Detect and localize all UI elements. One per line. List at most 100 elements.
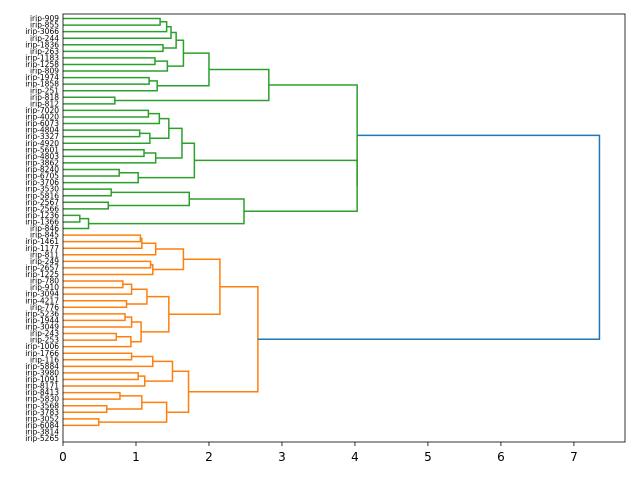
dendrogram-link xyxy=(63,80,158,92)
dendrogram-link xyxy=(168,258,221,315)
leaf-label: irip-1177 xyxy=(25,244,59,253)
dendrogram-link xyxy=(63,25,172,39)
leaf-label: irip-811 xyxy=(30,250,59,259)
leaf-label: irip-2567 xyxy=(25,198,59,207)
links-layer xyxy=(63,17,601,427)
leaf-label: irip-3066 xyxy=(25,27,59,36)
dendrogram-link xyxy=(63,352,133,361)
leaf-label: irip-909 xyxy=(30,14,59,23)
dendrogram-link xyxy=(63,372,139,381)
leaf-label: irip-3327 xyxy=(25,132,59,141)
x-tick-label: 7 xyxy=(570,450,578,464)
leaf-label: irip-1366 xyxy=(25,218,59,227)
x-tick-label: 6 xyxy=(497,450,505,464)
dendrogram-link xyxy=(106,395,143,410)
dendrogram-link xyxy=(63,21,168,33)
leaf-label: irip-3706 xyxy=(25,178,59,187)
axes-frame xyxy=(62,13,626,443)
leaf-label: irip-3049 xyxy=(25,323,59,332)
leaf-label: irip-2566 xyxy=(25,204,59,213)
dendrogram-link xyxy=(63,112,161,125)
x-tick-label: 4 xyxy=(351,450,359,464)
leaf-label: irip-1183 xyxy=(25,53,59,62)
leaf-label: irip-8171 xyxy=(25,382,59,391)
leaf-label: irip-3862 xyxy=(25,158,59,167)
leaf-label: irip-5884 xyxy=(25,362,59,371)
dendrogram-link xyxy=(63,96,116,105)
dendrogram-link xyxy=(63,404,108,413)
dendrogram-link xyxy=(268,84,358,186)
leaf-label: irip-3568 xyxy=(25,401,59,410)
dendrogram-link xyxy=(114,68,270,102)
dendrogram-link xyxy=(63,260,152,269)
dendrogram-link xyxy=(63,234,142,243)
leaf-label: irip-845 xyxy=(30,231,59,240)
leaf-label: irip-1461 xyxy=(25,237,59,246)
dendrogram-link xyxy=(63,313,126,322)
leaf-label: irip-7020 xyxy=(25,106,59,115)
dendrogram-link xyxy=(63,44,164,53)
leaf-label: irip-3052 xyxy=(25,414,59,423)
leaf-label: irip-4920 xyxy=(25,139,59,148)
leaf-label: irip-818 xyxy=(30,93,59,102)
leaf-label: irip-1766 xyxy=(25,349,59,358)
leaf-label: irip-4804 xyxy=(25,126,59,135)
dendrogram-link xyxy=(63,168,120,177)
dendrogram-link xyxy=(63,332,118,341)
leaf-label: irip-8240 xyxy=(25,165,59,174)
dendrogram-link xyxy=(162,31,177,49)
dendrogram-link xyxy=(63,57,156,66)
leaf-label: irip-5830 xyxy=(25,395,59,404)
dendrogram-link xyxy=(63,355,154,368)
axes-layer xyxy=(62,13,626,443)
dendrogram-link xyxy=(194,159,358,213)
leaf-label: irip-855 xyxy=(30,21,59,30)
dendrogram-link xyxy=(63,171,139,184)
dendrogram-link xyxy=(149,117,170,140)
dendrogram-link xyxy=(98,401,168,423)
dendrogram-link xyxy=(63,152,157,164)
leaf-label: irip-1974 xyxy=(25,73,59,82)
dendrogram-link xyxy=(144,360,174,382)
leaf-label: irip-776 xyxy=(30,303,59,312)
dendrogram-link xyxy=(63,336,132,348)
dendrogram-link xyxy=(63,217,90,230)
dendrogram-link xyxy=(63,283,133,295)
leaf-label: irip-4020 xyxy=(25,113,59,122)
x-tick-label: 3 xyxy=(278,450,286,464)
dendrogram-link xyxy=(63,132,151,144)
leaf-label: irip-1006 xyxy=(25,342,59,351)
leaf-label: irip-5601 xyxy=(25,145,59,154)
leaf-label: irip-1858 xyxy=(25,80,59,89)
dendrogram-link xyxy=(126,288,148,305)
leaf-label: irip-253 xyxy=(30,336,59,345)
leaf-label: irip-263 xyxy=(30,47,59,56)
leaf-label: irip-4217 xyxy=(25,296,59,305)
leaf-label: irip-116 xyxy=(30,355,59,364)
x-tick-label: 5 xyxy=(424,450,432,464)
dendrogram-link xyxy=(63,375,146,387)
leaf-label: irip-1944 xyxy=(25,316,59,325)
dendrogram-link xyxy=(63,60,169,72)
x-tick-label: 0 xyxy=(59,450,67,464)
leaf-label: irip-2657 xyxy=(25,263,59,272)
dendrogram-link xyxy=(63,17,161,26)
leaf-label: irip-780 xyxy=(30,277,59,286)
dendrogram-link xyxy=(63,237,143,249)
leaf-label: irip-5265 xyxy=(25,434,59,443)
leaf-label: irip-910 xyxy=(30,283,59,292)
dendrogram-link xyxy=(63,76,150,85)
leaf-label: irip-1225 xyxy=(25,270,59,279)
dendrogram-link xyxy=(63,149,145,158)
leaf-label: irip-1258 xyxy=(25,60,59,69)
dendrogram-link xyxy=(63,418,100,427)
dendrogram-link xyxy=(63,188,112,197)
leaf-label: irip-846 xyxy=(30,224,59,233)
dendrogram-link xyxy=(63,214,81,223)
dendrogram-link xyxy=(166,370,190,413)
leaf-label: irip-1236 xyxy=(25,211,59,220)
dendrogram-link xyxy=(152,248,185,271)
dendrogram-link xyxy=(257,134,601,340)
leaf-label: irip-1836 xyxy=(25,40,59,49)
dendrogram-link xyxy=(157,52,210,87)
